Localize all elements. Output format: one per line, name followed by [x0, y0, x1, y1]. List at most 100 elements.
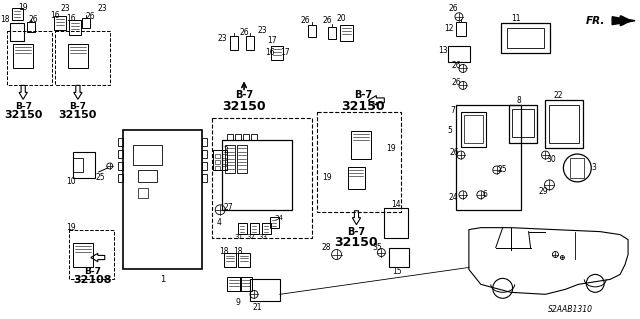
Text: 14: 14	[392, 200, 401, 209]
Text: 21: 21	[252, 303, 262, 312]
Bar	[82, 18, 90, 28]
Text: 26: 26	[28, 15, 38, 24]
Text: 9: 9	[236, 298, 241, 307]
Text: 23: 23	[98, 4, 108, 13]
Text: 17: 17	[267, 36, 276, 45]
Bar	[511, 109, 534, 137]
Text: 32150: 32150	[59, 110, 97, 120]
Bar	[237, 145, 247, 173]
Text: 6: 6	[483, 190, 487, 199]
Bar	[222, 166, 227, 170]
Text: 32108: 32108	[74, 275, 112, 286]
Text: 18: 18	[220, 247, 229, 256]
Bar	[448, 46, 470, 62]
Bar	[73, 158, 83, 172]
Bar	[123, 130, 202, 270]
Text: 19: 19	[387, 144, 396, 152]
Text: 35: 35	[372, 243, 382, 252]
Text: 23: 23	[257, 26, 267, 35]
Bar	[54, 16, 66, 30]
Bar	[545, 100, 583, 148]
Text: 2: 2	[224, 145, 228, 154]
Text: 25: 25	[96, 174, 106, 182]
Text: 32150: 32150	[335, 236, 378, 249]
Bar	[317, 112, 401, 212]
Bar	[55, 31, 109, 85]
Text: 12: 12	[444, 24, 454, 33]
Bar	[456, 105, 520, 210]
Bar	[238, 253, 250, 267]
Bar	[213, 150, 227, 170]
Bar	[227, 278, 241, 291]
Text: 5: 5	[447, 126, 452, 135]
Bar	[351, 131, 371, 159]
Bar	[27, 22, 35, 32]
Text: 26: 26	[323, 16, 332, 25]
Bar	[73, 152, 95, 178]
Bar	[10, 23, 24, 41]
Text: 32150: 32150	[4, 110, 42, 120]
Bar	[118, 162, 123, 170]
Bar	[500, 23, 550, 53]
Bar	[246, 36, 254, 49]
Text: 16: 16	[66, 14, 76, 23]
Bar	[389, 248, 409, 267]
Bar	[69, 20, 81, 35]
Bar	[222, 140, 292, 210]
Text: 32: 32	[246, 234, 255, 240]
Text: 17: 17	[280, 48, 290, 57]
Bar	[340, 25, 353, 41]
Text: 20: 20	[337, 14, 346, 23]
Text: 31: 31	[235, 234, 244, 240]
Bar	[215, 160, 220, 164]
Bar	[464, 115, 483, 143]
Bar	[202, 138, 207, 146]
Bar	[132, 145, 163, 165]
Bar	[570, 158, 584, 178]
Bar	[328, 27, 335, 39]
Bar	[73, 242, 93, 267]
Text: 16: 16	[50, 11, 60, 20]
Bar	[118, 138, 123, 146]
Text: FR.: FR.	[586, 16, 605, 26]
Text: 19: 19	[19, 3, 28, 12]
Polygon shape	[612, 17, 635, 25]
Text: 7: 7	[451, 106, 456, 115]
Bar	[227, 134, 233, 140]
Text: 18: 18	[0, 15, 9, 24]
Bar	[69, 230, 114, 279]
Bar	[7, 31, 52, 85]
Bar	[12, 8, 23, 20]
Bar	[230, 36, 238, 49]
Text: 25: 25	[498, 166, 508, 174]
Text: 26: 26	[451, 78, 461, 87]
Text: B-7: B-7	[84, 267, 101, 276]
Text: 32150: 32150	[342, 100, 385, 113]
Bar	[251, 134, 257, 140]
Text: 8: 8	[516, 96, 521, 105]
Text: 11: 11	[511, 14, 520, 23]
Text: 3: 3	[592, 163, 596, 173]
Bar	[202, 150, 207, 158]
Text: B-7: B-7	[355, 90, 372, 100]
Bar	[118, 174, 123, 182]
Bar	[509, 105, 536, 143]
Text: 33: 33	[259, 234, 268, 240]
Bar	[212, 118, 312, 238]
Bar	[250, 223, 259, 234]
Bar	[348, 167, 365, 189]
Bar	[138, 170, 157, 182]
Text: 32150: 32150	[222, 100, 266, 113]
Text: 27: 27	[223, 203, 233, 212]
Bar	[13, 44, 33, 69]
Text: 24: 24	[448, 193, 458, 202]
Bar	[224, 253, 236, 267]
Bar	[240, 278, 252, 291]
Bar	[550, 105, 579, 143]
Text: 29: 29	[539, 187, 548, 196]
Bar	[215, 166, 220, 170]
Text: 26: 26	[85, 12, 95, 21]
Text: 23: 23	[60, 4, 70, 13]
Text: 22: 22	[554, 91, 563, 100]
Text: 19: 19	[66, 223, 76, 232]
